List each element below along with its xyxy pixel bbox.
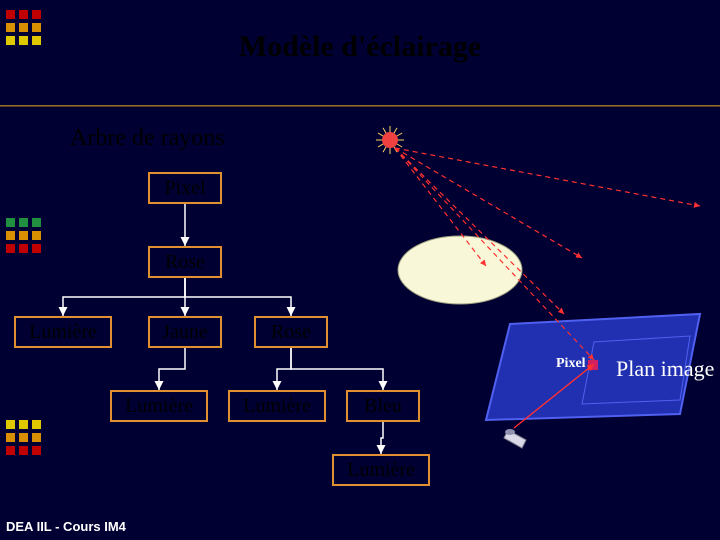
decor-square — [32, 231, 41, 240]
decor-square — [6, 10, 15, 19]
decor-square — [19, 433, 28, 442]
decor-square — [19, 420, 28, 429]
decor-square — [32, 10, 41, 19]
decor-square — [32, 244, 41, 253]
decor-square — [6, 231, 15, 240]
decor-square — [19, 244, 28, 253]
decor-square — [32, 420, 41, 429]
tree-node-lumiere1: Lumière — [14, 316, 112, 348]
tree-node-lumiere3: Lumière — [228, 390, 326, 422]
tree-node-lumiere2: Lumière — [110, 390, 208, 422]
decor-square — [19, 231, 28, 240]
decor-square — [6, 446, 15, 455]
decor-square — [6, 433, 15, 442]
decor-sidebar — [0, 0, 45, 540]
tree-node-rose: Rose — [148, 246, 222, 278]
decor-square — [6, 218, 15, 227]
decor-square — [19, 10, 28, 19]
slide-footer: DEA IIL - Cours IM4 — [6, 519, 126, 534]
pixel-marker-label: Pixel — [556, 356, 586, 372]
decor-square — [32, 218, 41, 227]
decor-square — [6, 420, 15, 429]
scene-illustration — [360, 120, 720, 480]
decor-square — [19, 446, 28, 455]
title-divider — [0, 105, 720, 107]
decor-square — [19, 218, 28, 227]
decor-square — [32, 433, 41, 442]
plan-image-label: Plan image — [616, 356, 714, 382]
tree-node-pixel: Pixel — [148, 172, 222, 204]
decor-square — [32, 446, 41, 455]
tree-node-jaune: Jaune — [148, 316, 222, 348]
tree-node-rose2: Rose — [254, 316, 328, 348]
page-title: Modèle d'éclairage — [0, 30, 720, 64]
subtitle: Arbre de rayons — [70, 125, 225, 152]
decor-square — [6, 244, 15, 253]
